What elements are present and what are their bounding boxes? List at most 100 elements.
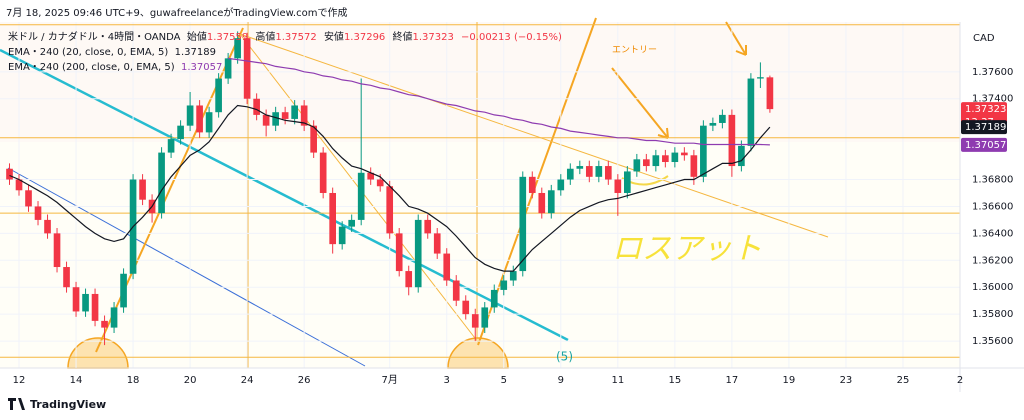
x-tick-label: 17 <box>726 375 739 386</box>
price-box-label: 1.37189 <box>965 122 1006 133</box>
candle-body <box>395 233 403 272</box>
candle-body <box>719 114 726 123</box>
candle-body <box>471 314 479 328</box>
annotation: エントリー <box>612 46 657 56</box>
candle-body <box>519 176 527 272</box>
candle-body <box>82 293 89 312</box>
shade-band <box>0 22 960 142</box>
candle-body <box>681 152 688 156</box>
candle-body <box>709 122 717 126</box>
y-tick-label: 1.35800 <box>972 309 1013 320</box>
candle-body <box>452 280 460 301</box>
candle-body <box>338 226 346 245</box>
price-box-label: 1.37057 <box>965 140 1006 151</box>
candle-body <box>557 179 565 191</box>
candle-body <box>329 192 336 245</box>
ohlc-label: 始値 <box>186 32 207 43</box>
x-tick-label: 7月 <box>382 374 398 386</box>
x-tick-label: 26 <box>298 375 311 386</box>
candle-body <box>490 289 498 308</box>
candle-body <box>671 152 679 163</box>
candle-body <box>367 172 375 180</box>
candle-body <box>300 105 308 126</box>
arrow <box>611 67 669 139</box>
candle-body <box>500 280 508 290</box>
candle-body <box>738 145 745 167</box>
indicator-value: 1.37189 <box>174 47 216 58</box>
candle-body <box>196 105 203 133</box>
brand: TradingView <box>30 398 106 411</box>
trend-line <box>477 17 597 346</box>
arrow <box>725 21 747 56</box>
candle-body <box>509 271 517 281</box>
y-tick-label: 1.37600 <box>972 67 1013 78</box>
candle-body <box>310 125 317 153</box>
candle-body <box>291 105 298 119</box>
x-tick-label: 25 <box>897 375 910 386</box>
price-box-label: 1.37323 <box>965 104 1006 115</box>
ohlc-label: 終値 <box>392 32 413 43</box>
candle-body <box>319 152 327 193</box>
indicator-value: 1.37057 <box>181 62 223 73</box>
candle-body <box>462 300 470 315</box>
candle-body <box>44 219 51 234</box>
x-tick-label: 2 <box>957 375 963 386</box>
candle-body <box>110 307 118 328</box>
ohlc-value: 1.37296 <box>343 32 386 43</box>
candle-body <box>433 233 441 254</box>
legend: 米ドル / カナダドル・4時間・OANDA 始値1.37559 高値1.3757… <box>8 30 566 75</box>
axes: 1.37600 1.37400 1.36800 1.36600 1.36400 1.362… <box>13 67 1014 386</box>
legend-row: EMA・240 (20, close, 0, EMA, 5) 1.37189 <box>8 45 566 60</box>
candle-body <box>386 186 394 234</box>
ohlc-value: 1.37572 <box>275 32 317 43</box>
ohlc-label: 高値 <box>255 32 276 43</box>
x-tick-label: 15 <box>668 375 681 386</box>
candle-body <box>604 166 612 180</box>
candle-body <box>348 219 356 227</box>
y-tick-label: 1.36200 <box>972 255 1013 266</box>
candle-body <box>576 166 584 169</box>
x-tick-label: 20 <box>184 375 197 386</box>
ema-line <box>9 104 771 272</box>
annotation: ロスアット <box>612 232 762 267</box>
candle-body <box>158 152 165 214</box>
price-box <box>961 137 1007 152</box>
candle-body <box>6 168 13 180</box>
x-tick-label: 3 <box>444 375 450 386</box>
candle-body <box>63 267 70 288</box>
candle-body <box>139 179 146 200</box>
candle-body <box>766 77 774 110</box>
change: −0.00213 (−0.15%) <box>461 32 562 43</box>
arrow-head <box>735 45 747 56</box>
y-tick-label: 1.36000 <box>972 282 1013 293</box>
candle-body <box>405 271 413 288</box>
candle-body <box>272 112 279 126</box>
candle-body <box>757 77 764 79</box>
y-tick-label: 1.36800 <box>972 175 1013 186</box>
plot <box>0 22 961 368</box>
y-tick-label: 1.35600 <box>972 336 1013 347</box>
legend-row: 米ドル / カナダドル・4時間・OANDA 始値1.37559 高値1.3757… <box>8 30 566 45</box>
price-axis <box>960 0 1024 392</box>
candle-body <box>547 190 555 214</box>
candle-body <box>243 38 251 99</box>
trend-line <box>7 167 366 367</box>
candle-body <box>595 166 603 177</box>
ema-line <box>228 57 770 146</box>
candle-body <box>747 78 755 146</box>
x-tick-label: 11 <box>611 375 624 386</box>
candle-body <box>25 190 32 207</box>
y-tick-label: 1.36600 <box>972 201 1013 212</box>
candle-body <box>414 219 422 288</box>
brand-logo <box>8 398 25 410</box>
x-tick-label: 12 <box>13 375 26 386</box>
candle-body <box>34 206 42 220</box>
header: 7月 18, 2025 09:46 UTC+9、guwafreelanceがTr… <box>6 8 348 19</box>
candle-body <box>443 253 451 281</box>
indicator-name: EMA・240 (20, close, 0, EMA, 5) <box>8 47 169 58</box>
candle-body <box>538 192 546 214</box>
candle-body <box>690 155 698 177</box>
x-tick-label: 24 <box>241 375 254 386</box>
x-tick-label: 19 <box>783 375 796 386</box>
